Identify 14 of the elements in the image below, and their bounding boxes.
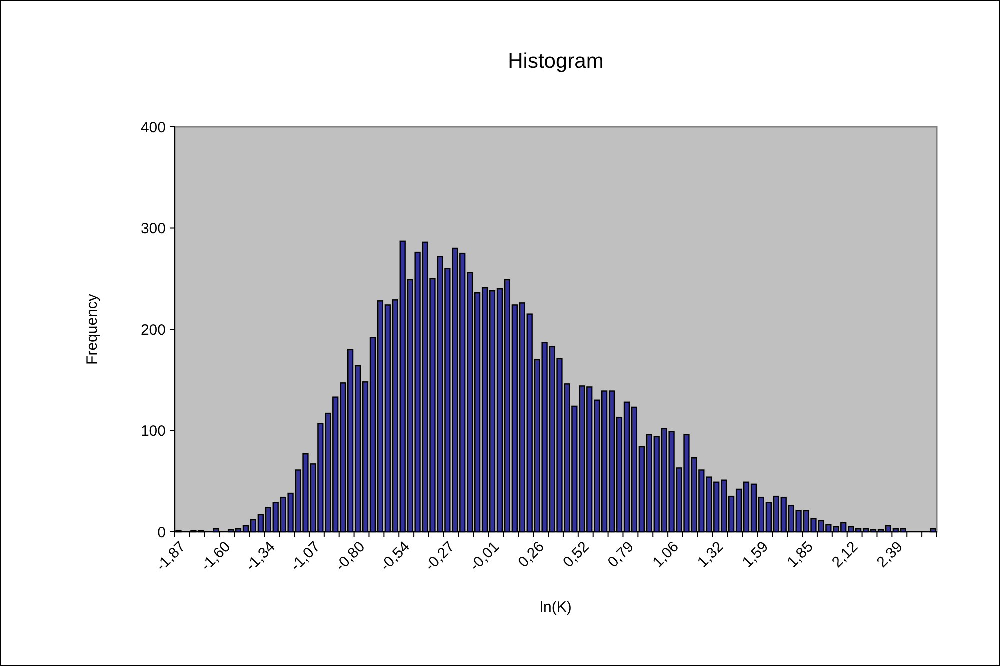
- x-tick-label: 0,79: [604, 538, 638, 572]
- y-tick-label: 300: [140, 220, 166, 238]
- x-tick-label: 0,52: [560, 538, 593, 572]
- x-tick-label: 1,32: [694, 538, 728, 572]
- y-tick-label: 200: [140, 322, 166, 339]
- chart-title: Histogram: [508, 50, 604, 73]
- x-tick-label: 1,59: [739, 538, 772, 572]
- x-tick-label: 0,26: [515, 538, 548, 572]
- y-tick-label: 400: [140, 119, 166, 136]
- x-axis-title: ln(K): [540, 599, 572, 616]
- x-tick-label: 1,06: [650, 538, 682, 572]
- y-tick-label: 0: [158, 524, 166, 542]
- y-axis-title: Frequency: [84, 294, 101, 365]
- y-tick-label: 100: [140, 423, 166, 440]
